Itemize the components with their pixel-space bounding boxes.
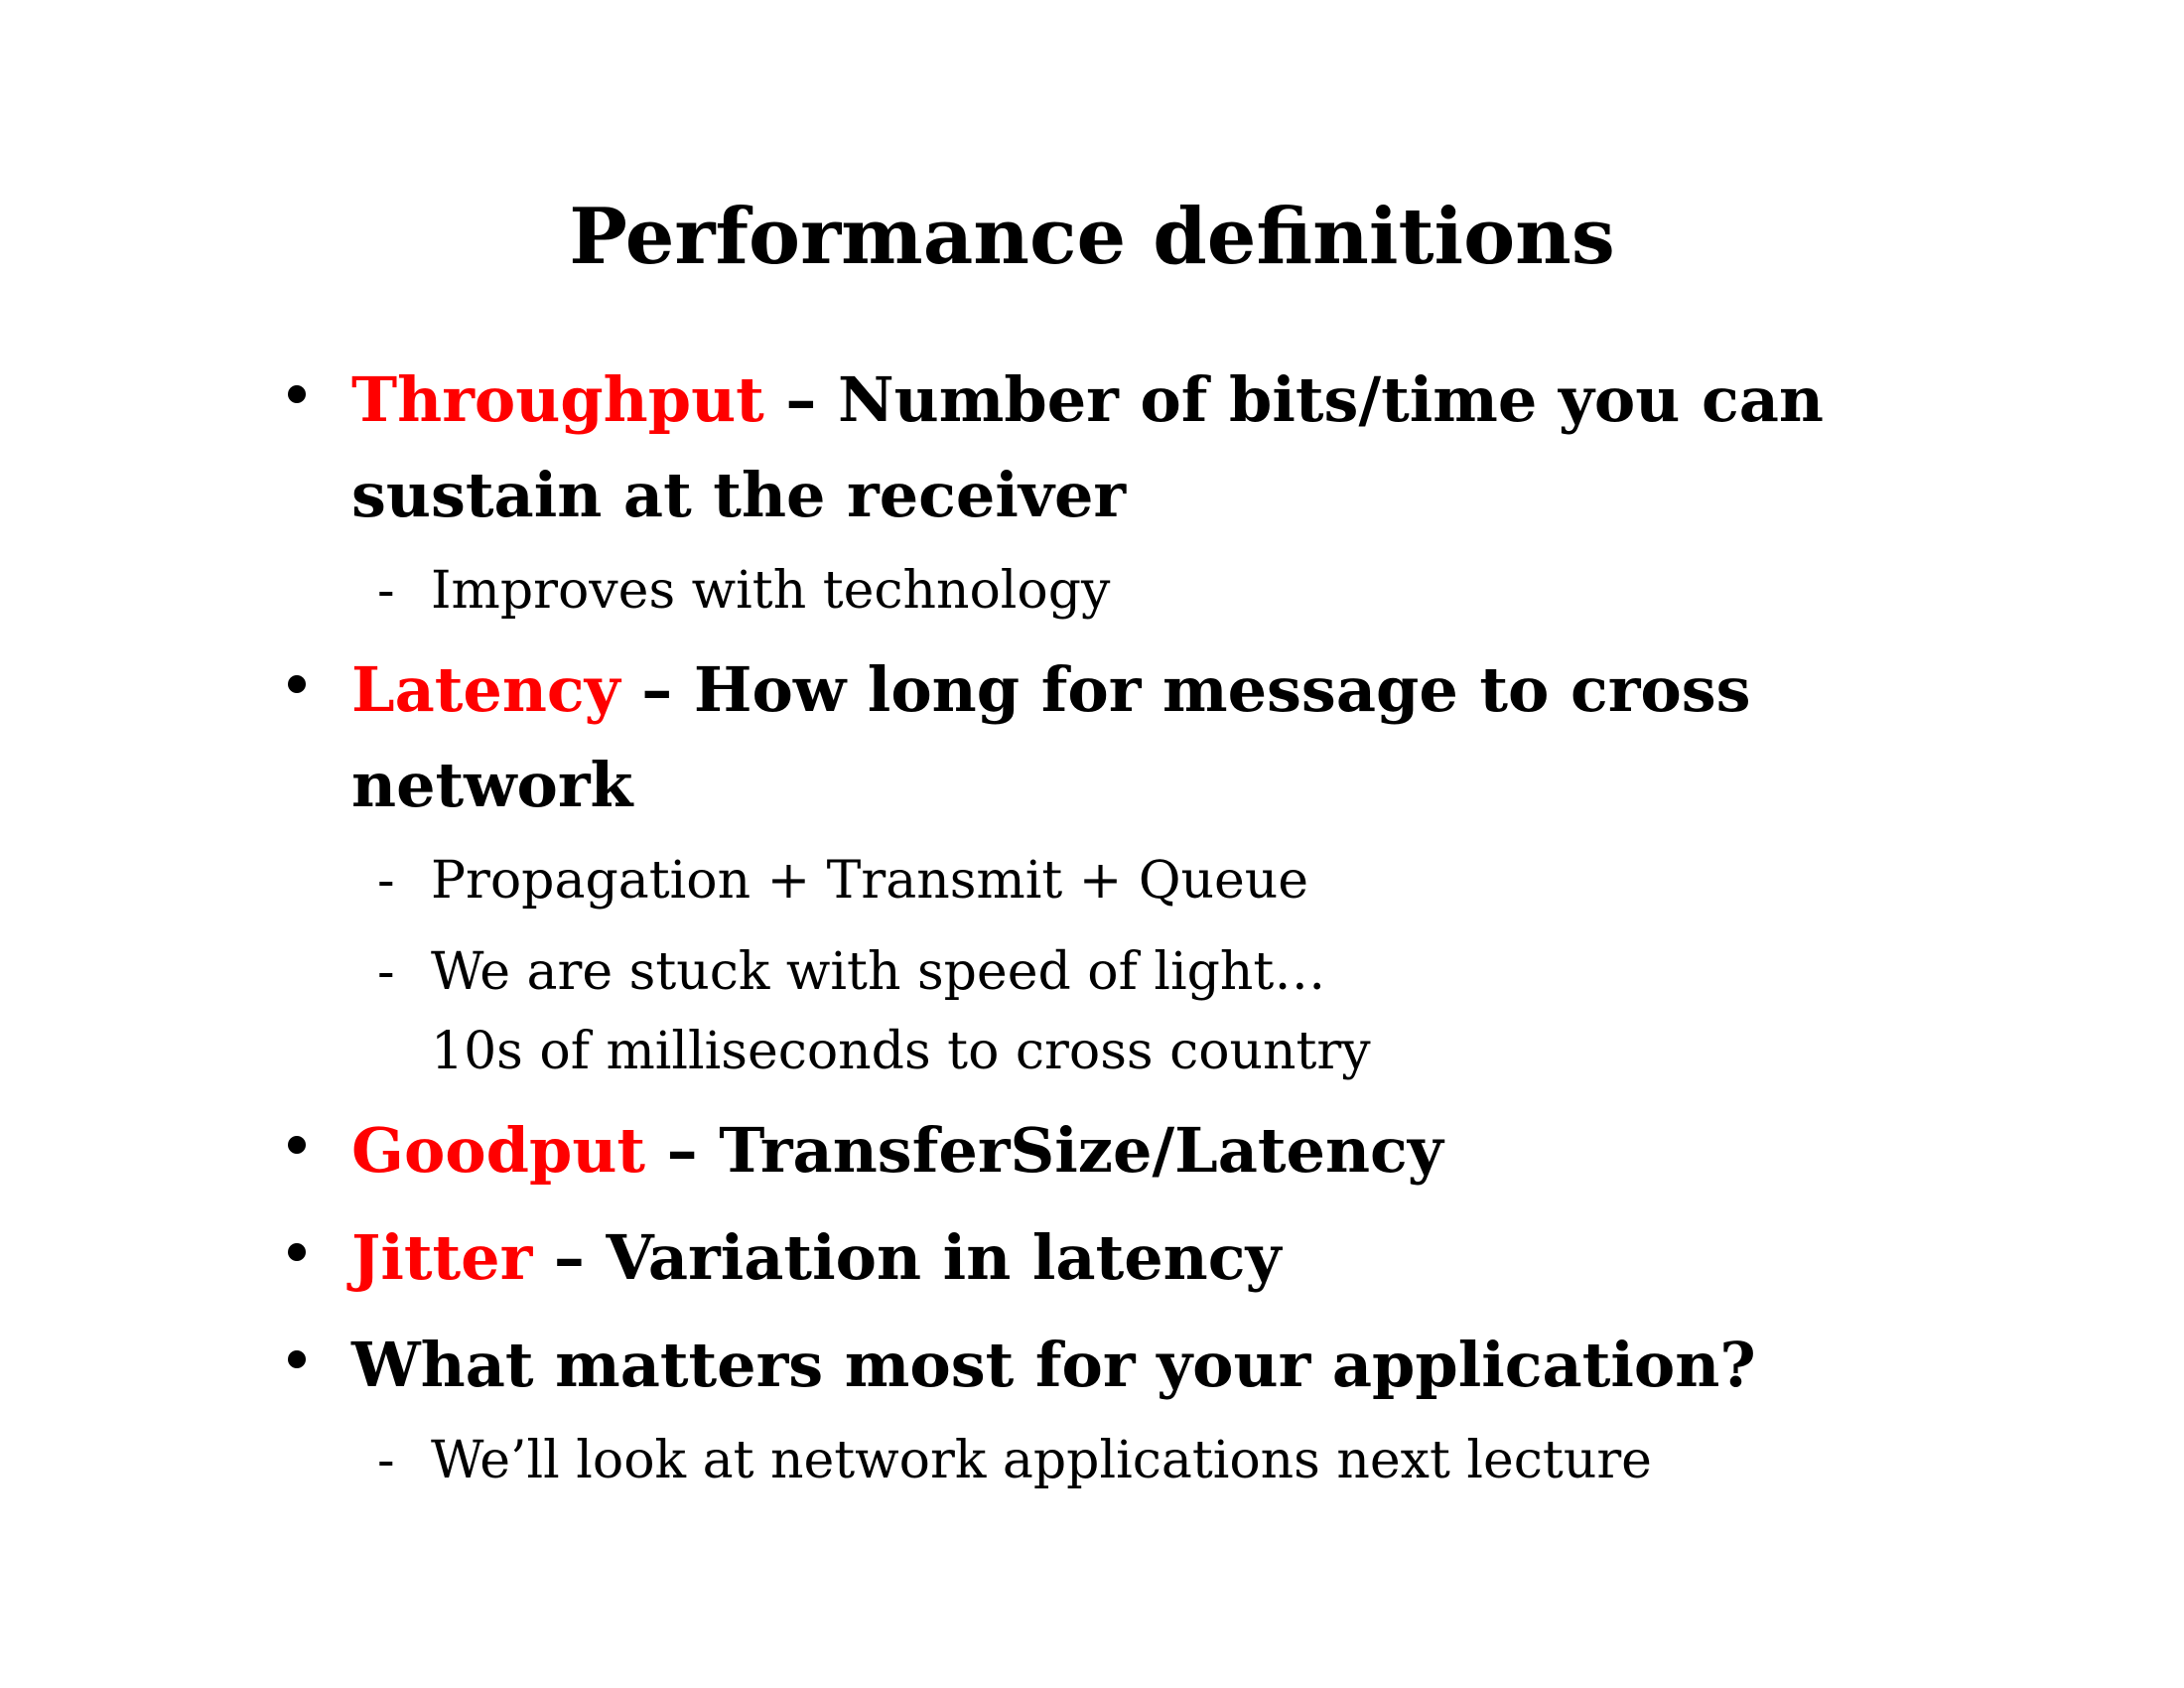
sub-item: - We’ll look at network applications nex…: [351, 1421, 1995, 1500]
dash-icon: -: [377, 851, 395, 911]
sub-item-text: Improves with technology: [431, 561, 1111, 621]
bullet-text: What matters most for your application?: [351, 1329, 1756, 1401]
bullet-separator: –: [619, 653, 694, 726]
bullet-icon: [288, 1243, 306, 1261]
bullet-icon: [288, 675, 306, 693]
sub-item-text: We’ll look at network applications next …: [431, 1431, 1652, 1490]
bullet-separator: –: [763, 363, 838, 436]
term-throughput: Throughput: [351, 363, 764, 436]
bullet-icon: [288, 385, 306, 403]
bullet-separator: –: [645, 1114, 720, 1187]
sub-item-text: We are stuck with speed of light…: [431, 942, 1326, 1002]
term-latency: Latency: [351, 653, 620, 726]
bullet-icon: [288, 1136, 306, 1154]
sub-item-text: Propagation + Transmit + Queue: [431, 851, 1309, 911]
bullet-separator: –: [532, 1221, 607, 1294]
bullet-throughput: Throughput – Number of bits/time you can…: [288, 352, 1995, 631]
sub-item: - We are stuck with speed of light… 10s …: [351, 932, 1995, 1091]
bullet-latency: Latency – How long for message to cross …: [288, 642, 1995, 1091]
sub-list: - Propagation + Transmit + Queue - We ar…: [351, 841, 1995, 1091]
sub-list: - Improves with technology: [351, 551, 1995, 631]
dash-icon: -: [377, 942, 395, 1002]
bullet-text: Variation in latency: [606, 1221, 1282, 1294]
dash-icon: -: [377, 561, 395, 621]
bullet-text: Number of bits/time you can sustain at t…: [351, 363, 1824, 531]
bullet-jitter: Jitter – Variation in latency: [288, 1210, 1995, 1306]
sub-item: - Improves with technology: [351, 551, 1995, 631]
bullet-question: What matters most for your application? …: [288, 1318, 1995, 1500]
term-jitter: Jitter: [351, 1221, 533, 1294]
page-title: Performance definitions: [569, 192, 1615, 282]
bullet-text: TransferSize/Latency: [719, 1114, 1443, 1187]
bullet-goodput: Goodput – TransferSize/Latency: [288, 1103, 1995, 1198]
bullet-text: How long for message to cross network: [351, 653, 1751, 821]
bullet-icon: [288, 1350, 306, 1368]
sub-item: - Propagation + Transmit + Queue: [351, 841, 1995, 920]
sub-list: - We’ll look at network applications nex…: [351, 1421, 1995, 1500]
term-goodput: Goodput: [351, 1114, 646, 1187]
bullet-list: Throughput – Number of bits/time you can…: [288, 352, 1995, 1510]
sub-item-text-continued: 10s of milliseconds to cross country: [431, 1022, 1371, 1081]
dash-icon: -: [377, 1431, 395, 1490]
